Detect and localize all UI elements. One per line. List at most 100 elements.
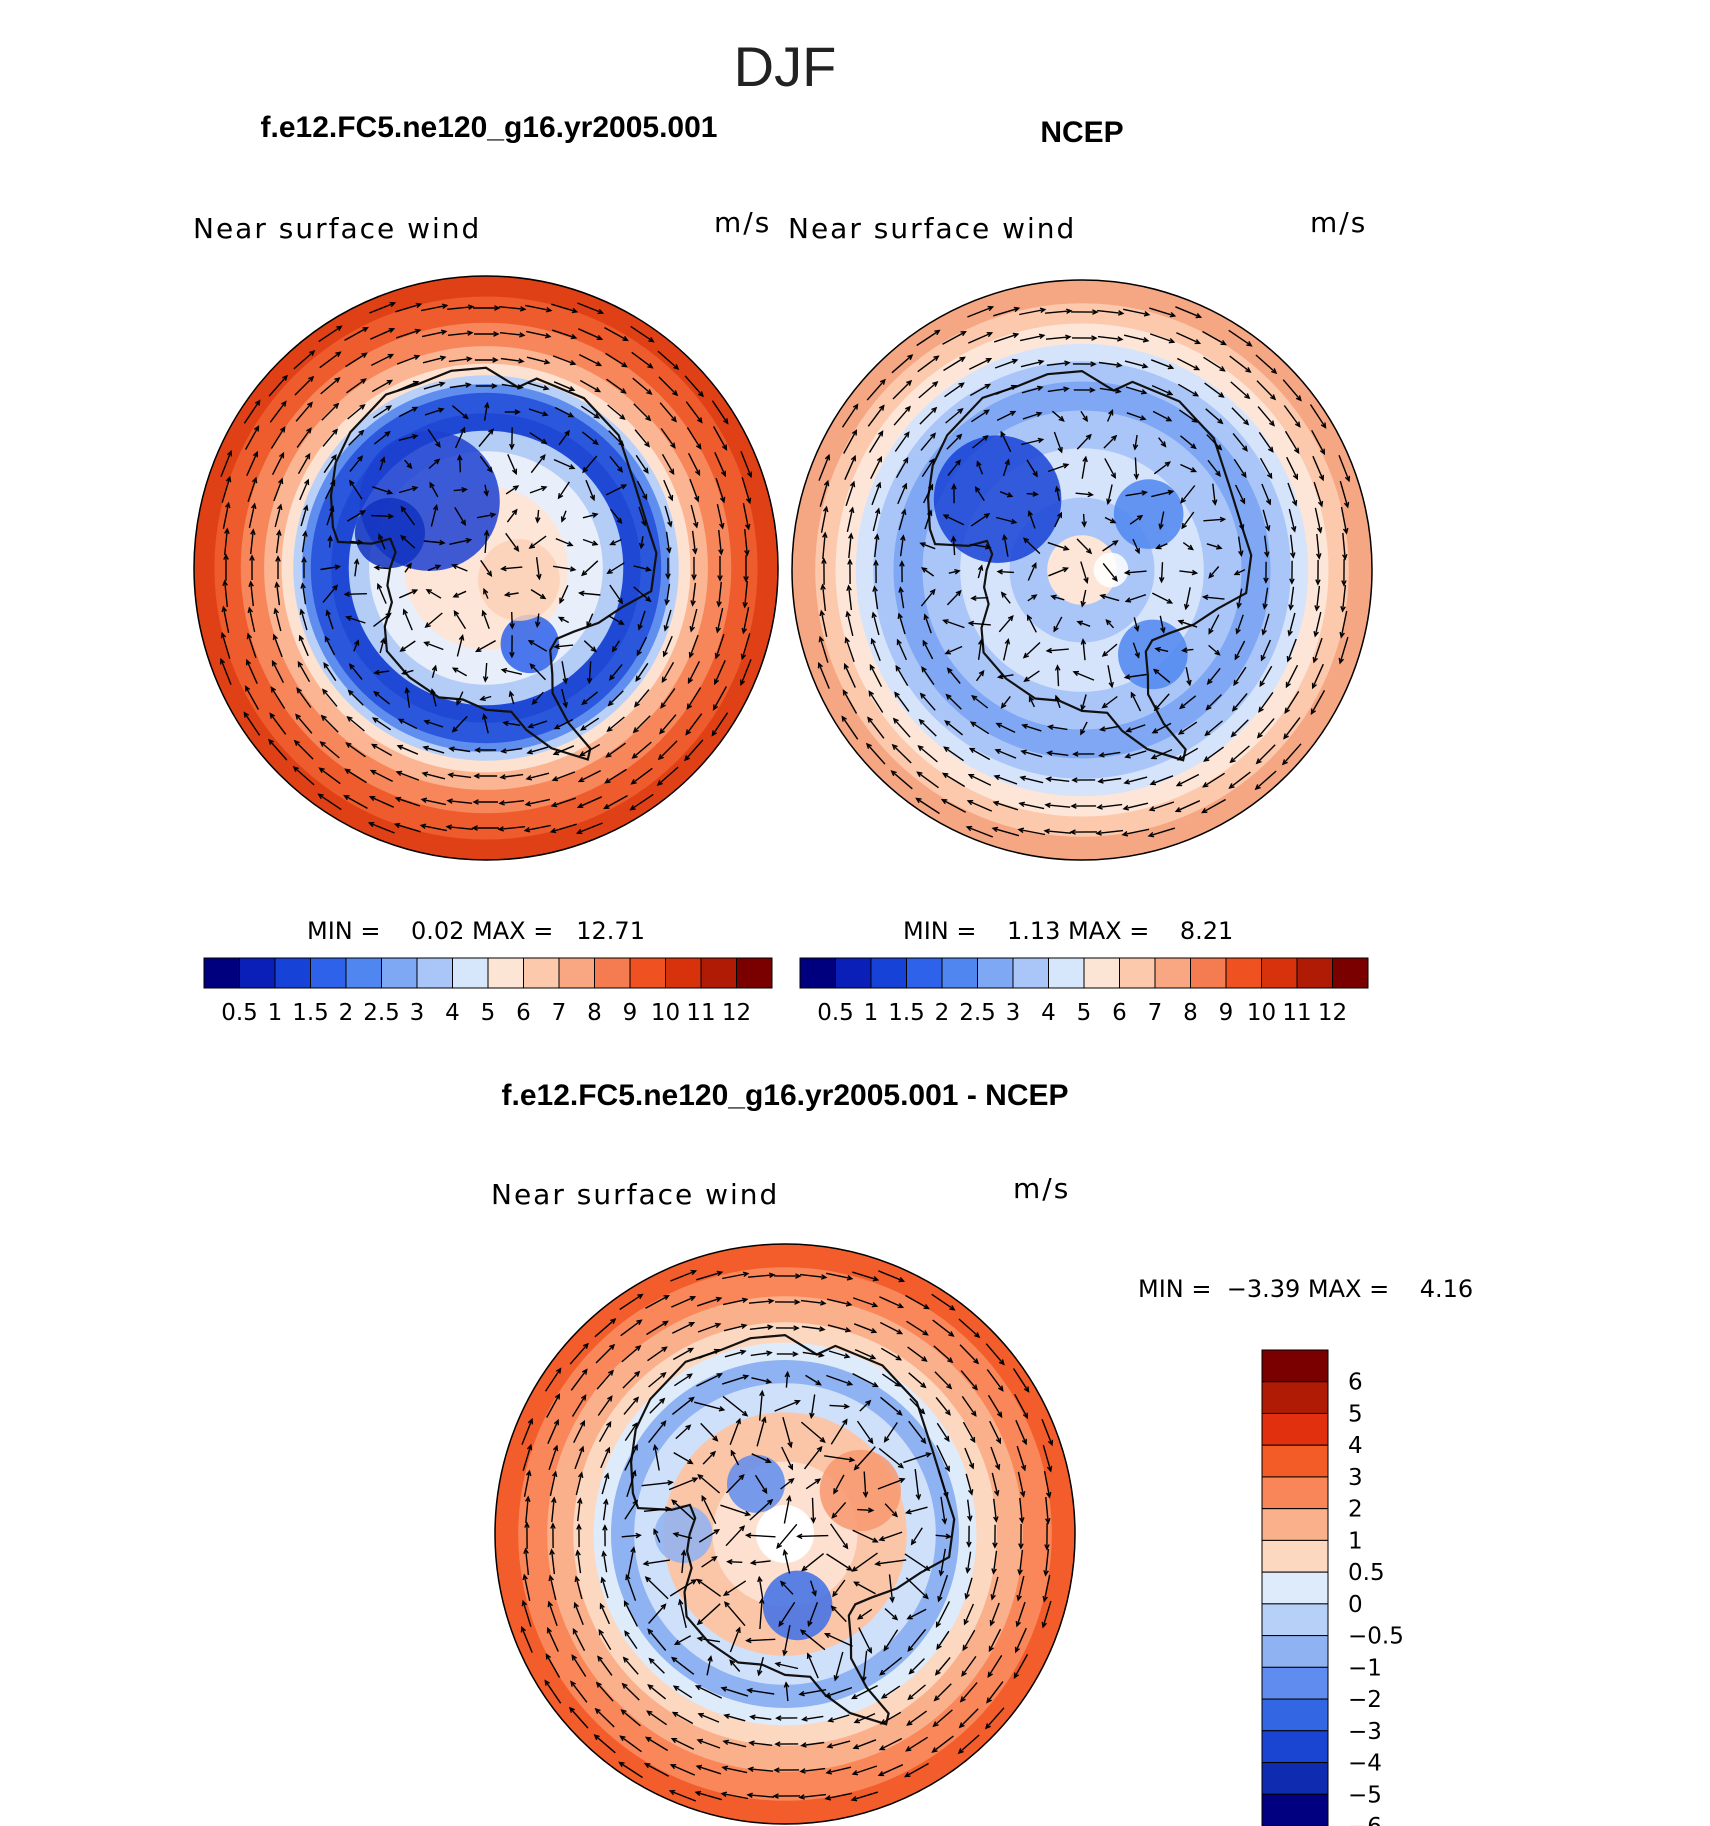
colorbar-swatch	[1261, 1762, 1329, 1795]
wind-vector	[916, 329, 940, 347]
wind-vector	[373, 691, 391, 705]
wind-vector	[1124, 360, 1148, 368]
wind-vector	[1261, 483, 1271, 505]
wind-vector	[431, 666, 437, 678]
wind-vector-head	[932, 381, 939, 387]
wind-vector-head	[1123, 779, 1130, 785]
contour-blob	[500, 614, 559, 674]
wind-vector-head	[997, 1385, 1004, 1392]
wind-vector	[1150, 359, 1174, 369]
wind-vector	[348, 430, 364, 446]
wind-vector-head	[824, 1692, 832, 1698]
wind-vector-head	[965, 1567, 971, 1574]
wind-vector-head	[1089, 387, 1096, 393]
wind-vector-head	[672, 390, 679, 397]
wind-vector-head	[250, 528, 256, 535]
wind-vector-head	[746, 471, 753, 479]
wind-vector	[577, 822, 603, 834]
wind-vector-head	[1133, 473, 1140, 481]
colorbar-tick-label: 5	[1348, 1401, 1363, 1427]
wind-vector	[344, 326, 368, 342]
wind-vector-head	[946, 1383, 953, 1390]
wind-vector	[353, 640, 359, 652]
wind-vector	[1287, 482, 1297, 506]
colorbar-tick-label: 1.5	[292, 1000, 329, 1026]
wind-vector	[526, 772, 550, 780]
wind-vector-head	[894, 691, 900, 698]
wind-vector-head	[1316, 553, 1322, 560]
wind-vector-head	[875, 481, 882, 489]
wind-vector-head	[880, 1693, 888, 1699]
wind-vector-head	[1046, 1465, 1053, 1473]
wind-vector	[697, 1323, 721, 1333]
wind-vector-head	[820, 1274, 828, 1280]
wind-vector	[250, 581, 254, 607]
wind-vector-head	[944, 720, 951, 726]
wind-vector	[848, 533, 852, 559]
wind-vector-head	[1023, 1386, 1030, 1393]
wind-vector	[575, 1576, 583, 1600]
wind-vector	[985, 1707, 1005, 1729]
wind-vector-head	[696, 1636, 704, 1642]
wind-vector	[501, 747, 523, 753]
wind-vector	[449, 383, 471, 389]
diff-left-label: Near surface wind	[491, 1178, 779, 1211]
wind-vector-head	[335, 351, 342, 358]
wind-vector-head	[668, 494, 674, 502]
wind-vector-head	[514, 409, 521, 415]
wind-vector-head	[574, 1575, 580, 1583]
wind-vector	[1257, 718, 1275, 738]
wind-vector-head	[499, 774, 506, 780]
wind-vector-head	[610, 1318, 617, 1325]
wind-vector-head	[471, 825, 478, 831]
wind-vector-head	[799, 1629, 807, 1636]
wind-vector-head	[740, 1323, 748, 1330]
wind-vector-head	[694, 469, 701, 477]
wind-vector	[833, 1474, 845, 1494]
wind-vector-head	[985, 357, 993, 364]
wind-vector-head	[500, 748, 507, 754]
wind-vector-head	[635, 1532, 642, 1539]
wind-vector-head	[1032, 471, 1038, 478]
wind-vector-head	[1315, 579, 1321, 586]
wind-vector-head	[665, 1506, 672, 1512]
wind-vector	[1132, 538, 1140, 554]
wind-vector-head	[1054, 485, 1061, 493]
wind-vector	[841, 716, 859, 740]
wind-vector-head	[1265, 499, 1272, 506]
wind-vector-head	[986, 1697, 992, 1704]
wind-vector	[883, 1629, 899, 1651]
wind-vector-head	[420, 797, 428, 804]
wind-vector	[523, 1471, 531, 1497]
wind-vector	[271, 452, 285, 476]
wind-vector	[906, 1736, 928, 1752]
wind-vector	[694, 1401, 724, 1411]
wind-vector-head	[759, 1389, 765, 1397]
wind-vector-head	[1045, 1491, 1052, 1499]
wind-vector	[530, 454, 546, 474]
wind-vector-head	[908, 1668, 915, 1675]
wind-vector	[1125, 570, 1147, 574]
wind-vector	[697, 1637, 721, 1643]
wind-vector	[742, 503, 750, 529]
wind-vector	[583, 640, 597, 652]
wind-vector-head	[668, 1789, 676, 1796]
wind-vector-head	[546, 1626, 552, 1634]
wind-vector	[895, 457, 909, 479]
wind-vector	[346, 510, 366, 522]
wind-vector-head	[821, 557, 827, 564]
wind-vector-head	[944, 1465, 950, 1473]
wind-vector-head	[998, 1359, 1005, 1366]
wind-vector-head	[524, 800, 532, 807]
wind-vector	[1234, 640, 1246, 660]
wind-vector	[222, 607, 230, 633]
wind-vector-head	[493, 331, 500, 337]
wind-vector-head	[597, 308, 605, 315]
wind-vector-head	[1122, 805, 1129, 811]
wind-vector-head	[225, 475, 232, 483]
wind-vector	[293, 766, 315, 786]
wind-vector-head	[904, 431, 910, 438]
wind-vector	[371, 514, 393, 518]
wind-vector-head	[605, 752, 612, 758]
wind-vector	[636, 636, 648, 656]
